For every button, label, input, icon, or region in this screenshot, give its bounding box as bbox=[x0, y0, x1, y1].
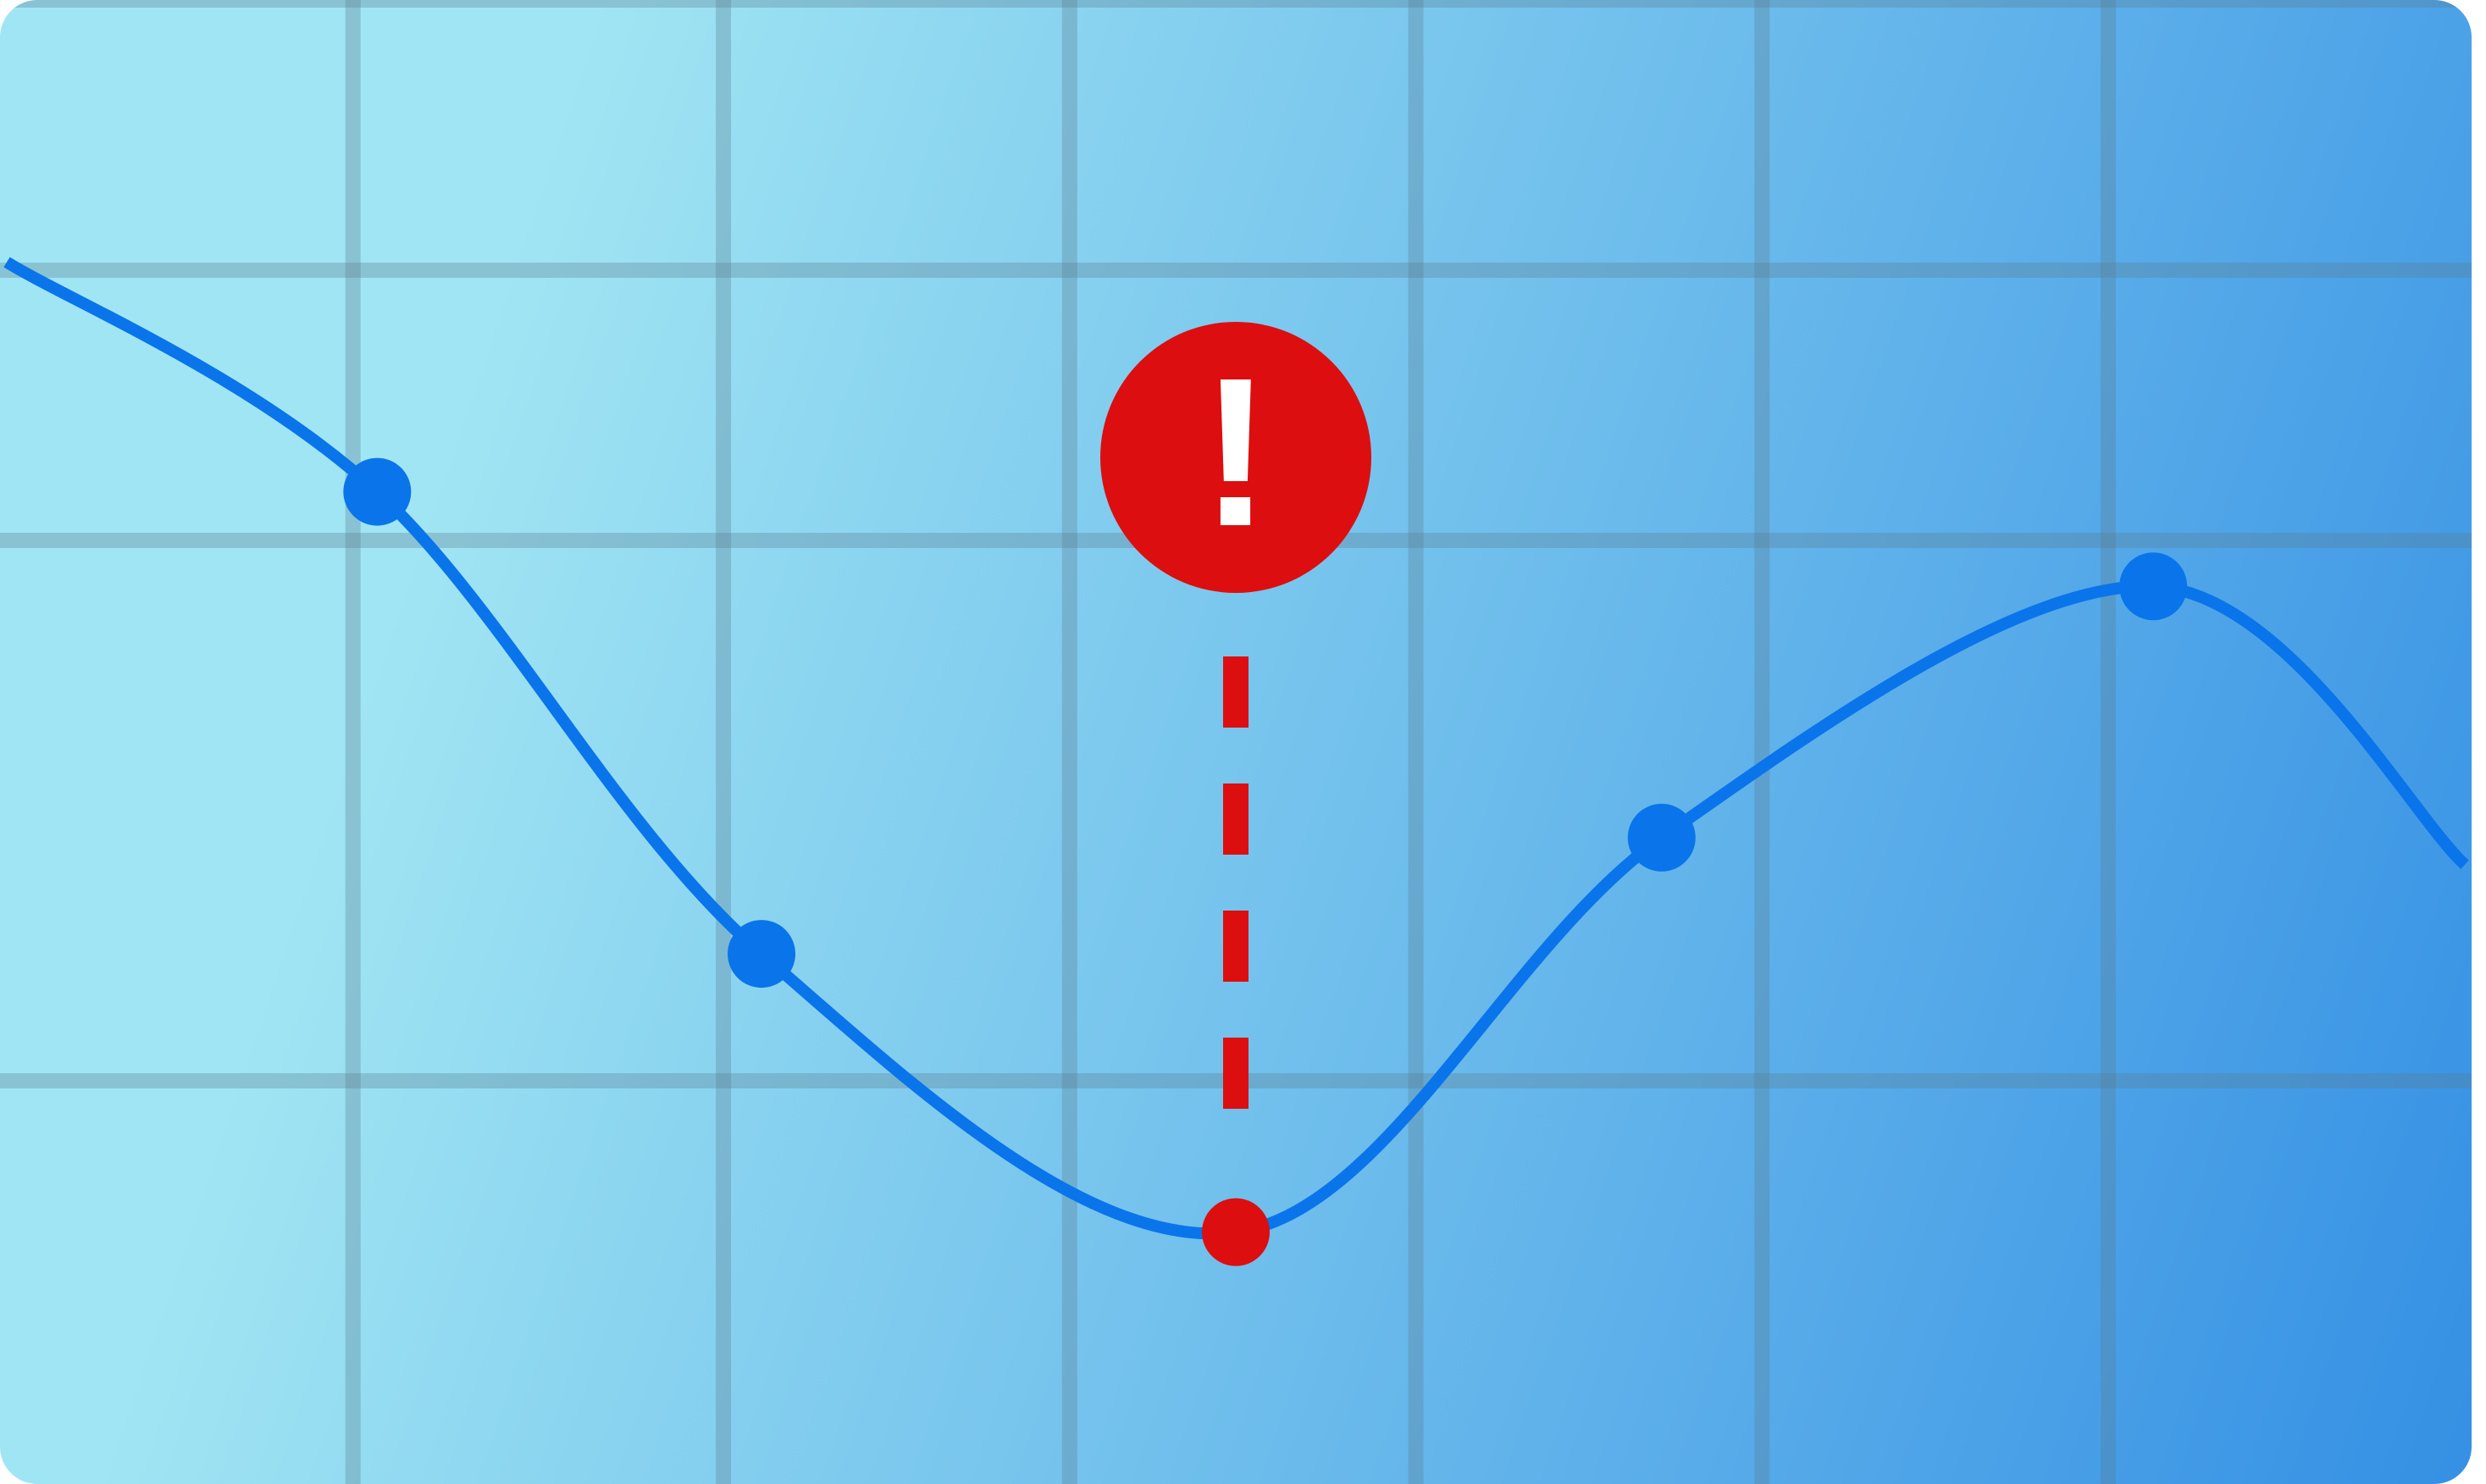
exclamation-circle-icon: ! bbox=[1100, 322, 1371, 593]
annotation-layer: ! bbox=[1100, 322, 1371, 1122]
data-point-marker bbox=[2119, 552, 2188, 621]
marker-layer bbox=[343, 457, 2188, 1266]
alert-annotation-label: ! bbox=[1200, 334, 1271, 570]
data-point-marker bbox=[1627, 803, 1696, 872]
data-point-marker bbox=[728, 920, 796, 988]
data-point-marker bbox=[343, 457, 412, 526]
highlighted-minimum-point bbox=[1202, 1198, 1270, 1266]
alert-circle bbox=[1100, 322, 1371, 593]
